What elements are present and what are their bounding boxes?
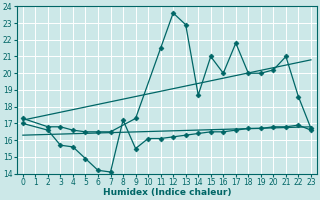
- X-axis label: Humidex (Indice chaleur): Humidex (Indice chaleur): [103, 188, 231, 197]
